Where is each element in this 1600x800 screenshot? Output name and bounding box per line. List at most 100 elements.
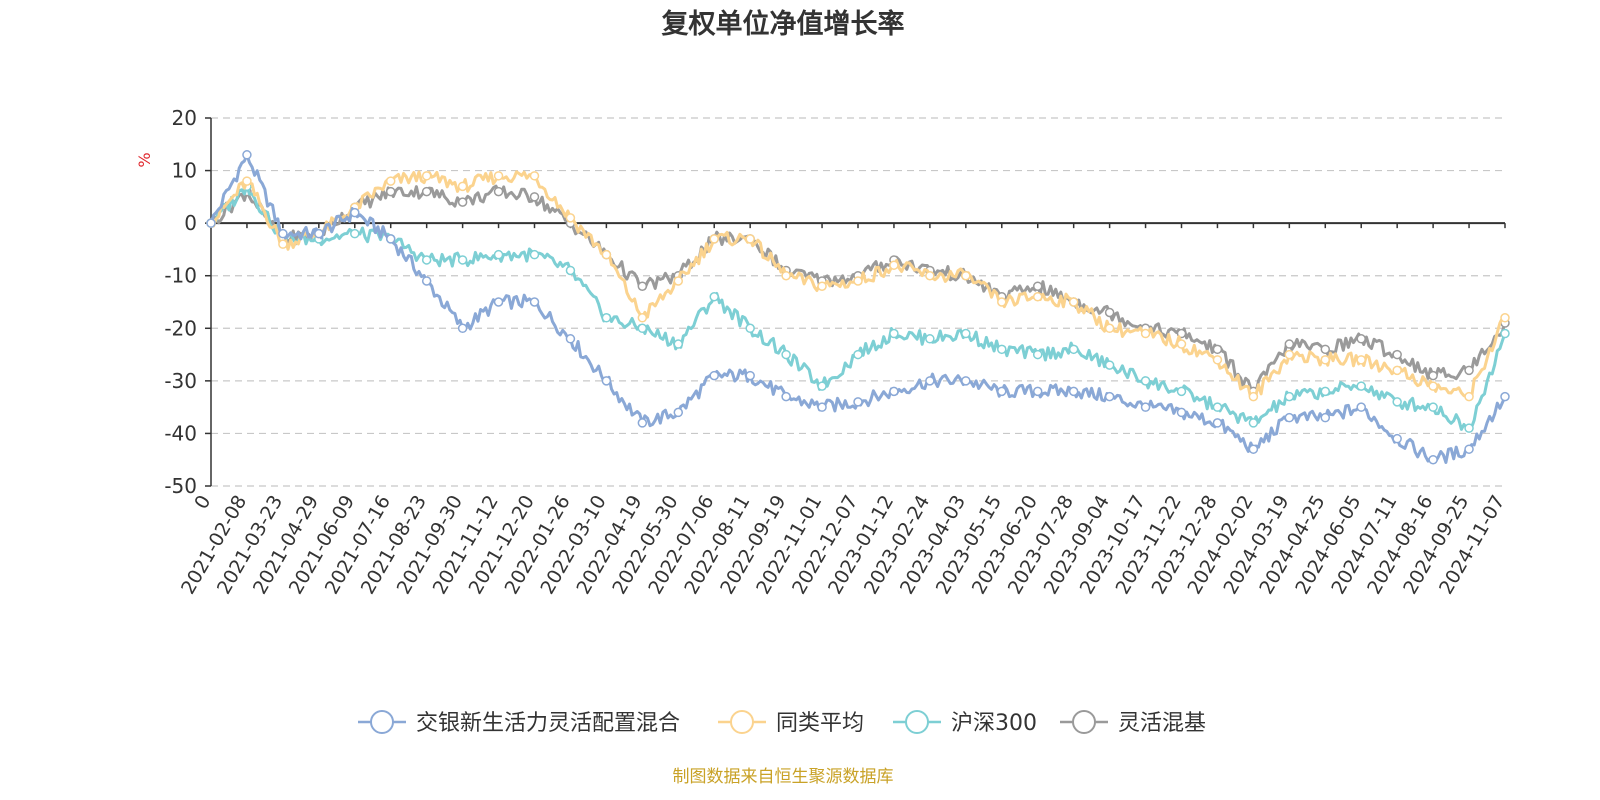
series-0-point-20 bbox=[925, 376, 935, 386]
series-0-point-19 bbox=[889, 386, 899, 397]
series-1-point-35 bbox=[1464, 391, 1474, 402]
series-0-point-22 bbox=[997, 386, 1007, 397]
series-2-point-9 bbox=[529, 249, 540, 260]
series-0-point-32 bbox=[1356, 402, 1366, 412]
series-2-point-22 bbox=[997, 344, 1007, 355]
legend-item-0[interactable]: 交银新生活力灵活配置混合 bbox=[358, 710, 680, 736]
legend[interactable]: 交银新生活力灵活配置混合 同类平均 沪深300 灵活混基 bbox=[358, 710, 1206, 736]
series-0-point-34 bbox=[1428, 454, 1438, 465]
series-1-point-10 bbox=[565, 213, 576, 223]
series-line-0 bbox=[209, 153, 1507, 464]
series-0-point-7 bbox=[457, 323, 468, 334]
series-2-point-32 bbox=[1356, 381, 1366, 391]
series-2-point-36 bbox=[1500, 328, 1510, 339]
series-1-point-27 bbox=[1176, 339, 1187, 349]
series-1-point-31 bbox=[1320, 355, 1331, 365]
series-2-point-13 bbox=[673, 339, 684, 349]
y-tick-label-6: -40 bbox=[164, 421, 197, 445]
series-0-point-21 bbox=[961, 376, 971, 386]
x-tick-label-0: 0 bbox=[190, 492, 215, 513]
series-0-point-30 bbox=[1284, 412, 1295, 423]
series-1-point-1 bbox=[242, 176, 252, 186]
series-3-point-25 bbox=[1104, 307, 1115, 318]
series-3-point-8 bbox=[493, 186, 504, 197]
series-0-point-13 bbox=[673, 407, 684, 418]
series-1-point-17 bbox=[817, 281, 827, 291]
series-2-point-11 bbox=[601, 313, 612, 323]
series-1-point-13 bbox=[673, 276, 684, 286]
series-2-point-14 bbox=[709, 291, 719, 302]
series-0-point-28 bbox=[1212, 418, 1223, 428]
series-layer bbox=[206, 150, 1510, 465]
series-0-point-35 bbox=[1464, 444, 1474, 454]
legend-item-3[interactable]: 灵活混基 bbox=[1060, 710, 1206, 736]
series-2-point-27 bbox=[1176, 386, 1187, 397]
series-2-point-4 bbox=[350, 228, 360, 239]
series-2-point-26 bbox=[1140, 376, 1151, 386]
series-3-point-28 bbox=[1212, 344, 1223, 355]
series-1-point-8 bbox=[493, 171, 504, 181]
series-0-point-11 bbox=[601, 376, 612, 386]
series-0-point-10 bbox=[565, 334, 576, 344]
y-tick-label-0: 20 bbox=[172, 106, 197, 130]
series-1-point-12 bbox=[637, 313, 648, 323]
series-2-point-19 bbox=[889, 328, 899, 339]
series-2-point-23 bbox=[1032, 349, 1043, 360]
series-0-point-29 bbox=[1248, 444, 1259, 454]
series-2-point-24 bbox=[1068, 344, 1079, 355]
series-2-point-25 bbox=[1104, 360, 1115, 370]
series-3-point-9 bbox=[529, 192, 540, 202]
series-0-point-23 bbox=[1032, 386, 1043, 397]
series-1-point-28 bbox=[1212, 355, 1223, 365]
series-1-point-26 bbox=[1140, 328, 1151, 339]
series-3-point-32 bbox=[1356, 334, 1366, 344]
series-1-point-20 bbox=[925, 270, 935, 281]
legend-item-2[interactable]: 沪深300 bbox=[893, 710, 1037, 736]
series-1-point-30 bbox=[1284, 349, 1295, 360]
series-1-point-32 bbox=[1356, 355, 1366, 365]
series-0-point-31 bbox=[1320, 412, 1331, 423]
series-1-point-34 bbox=[1428, 381, 1438, 391]
series-2-point-18 bbox=[853, 349, 863, 360]
series-0-point-25 bbox=[1104, 391, 1115, 402]
series-0-point-3 bbox=[314, 228, 324, 239]
series-0-point-27 bbox=[1176, 407, 1187, 418]
series-3-point-30 bbox=[1284, 339, 1295, 349]
series-1-point-22 bbox=[997, 297, 1007, 307]
series-3-point-33 bbox=[1392, 349, 1402, 360]
series-1-point-36 bbox=[1500, 313, 1510, 323]
y-tick-label-2: 0 bbox=[184, 211, 197, 235]
series-1-point-21 bbox=[961, 270, 971, 281]
series-0-point-16 bbox=[781, 391, 791, 402]
y-tick-label-7: -50 bbox=[164, 474, 197, 498]
series-2-point-15 bbox=[745, 323, 755, 334]
series-0-point-9 bbox=[529, 297, 540, 307]
series-3-point-23 bbox=[1032, 281, 1043, 291]
series-2-point-12 bbox=[637, 323, 648, 334]
series-2-point-6 bbox=[421, 255, 432, 265]
series-1-point-18 bbox=[853, 276, 863, 286]
source-note: 制图数据来自恒生聚源数据库 bbox=[673, 767, 894, 787]
series-1-point-7 bbox=[457, 181, 468, 192]
series-0-point-1 bbox=[242, 150, 252, 160]
legend-marker-0 bbox=[370, 710, 394, 734]
series-0-point-36 bbox=[1500, 391, 1510, 402]
legend-item-1[interactable]: 同类平均 bbox=[718, 710, 864, 736]
series-1-point-5 bbox=[385, 176, 396, 186]
series-1-point-6 bbox=[421, 171, 432, 181]
chart-title: 复权单位净值增长率 bbox=[662, 8, 905, 40]
series-1-point-11 bbox=[601, 249, 612, 260]
series-3-point-5 bbox=[385, 186, 396, 197]
series-1-point-2 bbox=[278, 239, 288, 249]
series-0-point-12 bbox=[637, 418, 648, 428]
y-tick-label-5: -30 bbox=[164, 369, 197, 393]
legend-label-0: 交银新生活力灵活配置混合 bbox=[416, 711, 680, 736]
axis-layer: 20100-10-20-30-40-5002021-02-082021-03-2… bbox=[164, 106, 1509, 598]
series-2-point-30 bbox=[1284, 391, 1295, 402]
series-1-point-25 bbox=[1104, 323, 1115, 334]
series-3-point-35 bbox=[1464, 365, 1474, 376]
series-1-point-16 bbox=[781, 270, 791, 281]
series-2-point-8 bbox=[493, 249, 504, 260]
series-2-point-7 bbox=[457, 255, 468, 265]
